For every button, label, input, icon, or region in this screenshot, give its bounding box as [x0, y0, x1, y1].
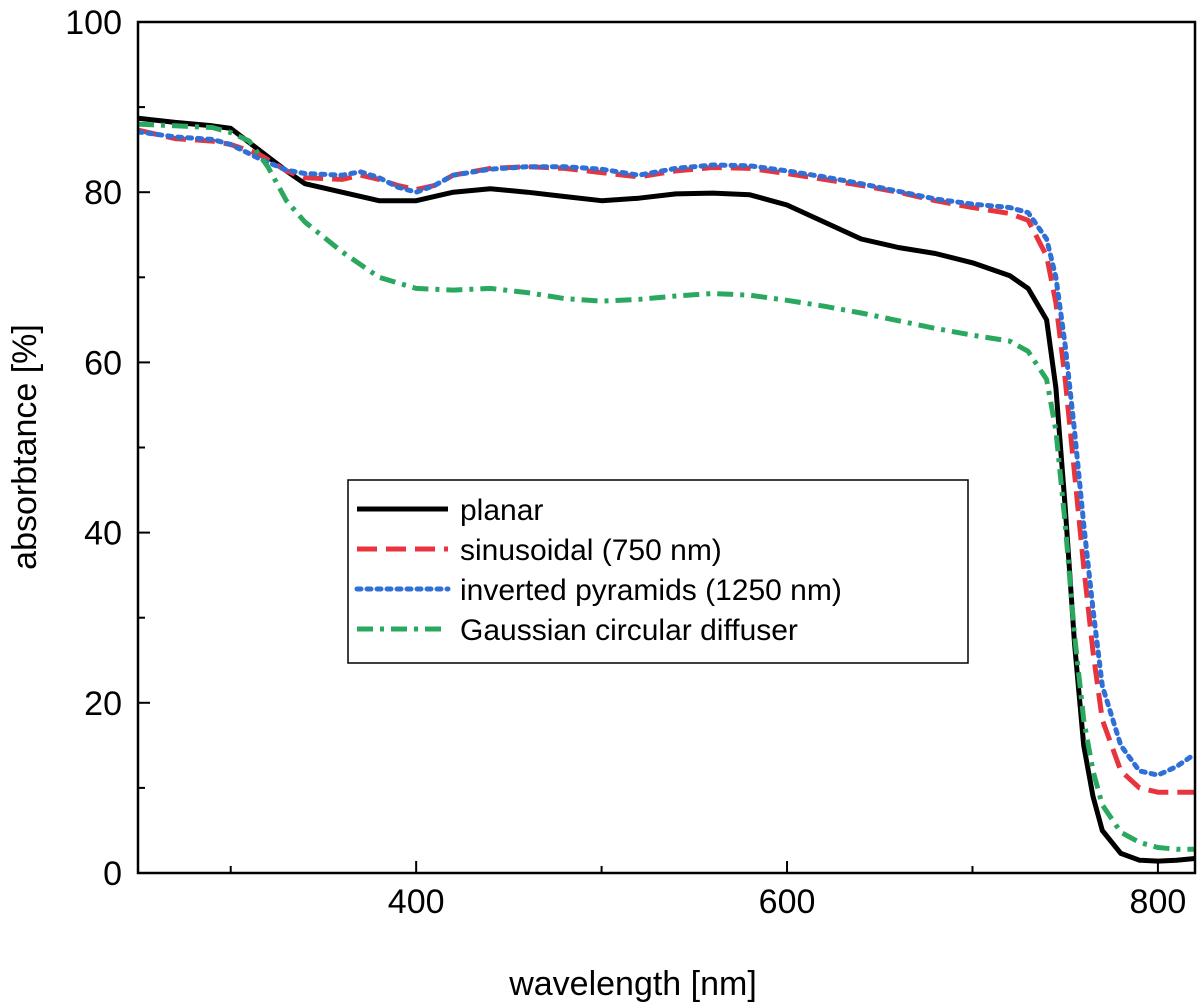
x-tick-label: 800	[1130, 883, 1187, 921]
y-tick-label: 60	[84, 344, 122, 382]
y-tick-label: 20	[84, 685, 122, 723]
x-tick-label: 600	[759, 883, 816, 921]
legend: planar sinusoidal (750 nm) inverted pyrami…	[347, 479, 969, 664]
x-axis-title: wavelength [nm]	[508, 965, 757, 1003]
legend-box	[347, 479, 969, 664]
x-tick-label: 400	[388, 883, 445, 921]
legend-label-1: planar	[460, 494, 543, 527]
y-tick-label: 40	[84, 515, 122, 553]
series-line-2	[138, 127, 1195, 795]
x-axis: 400 600 800	[229, 861, 1187, 921]
series-line-4	[138, 121, 1195, 852]
y-tick-label: 80	[84, 174, 122, 212]
series-layer	[138, 115, 1195, 864]
y-tick-label: 100	[65, 4, 122, 42]
y-axis: 0 20 40 60 80 100	[65, 4, 150, 893]
y-axis-title: absorbtance [%]	[6, 324, 44, 570]
legend-label-4: Gaussian circular diffuser	[460, 614, 798, 647]
y-tick-label: 0	[103, 855, 122, 893]
series-line-3	[138, 129, 1195, 778]
legend-label-3: inverted pyramids (1250 nm)	[460, 574, 842, 607]
legend-label-2: sinusoidal (750 nm)	[460, 534, 722, 567]
series-line-1	[138, 115, 1195, 864]
plot-frame	[136, 20, 1197, 875]
